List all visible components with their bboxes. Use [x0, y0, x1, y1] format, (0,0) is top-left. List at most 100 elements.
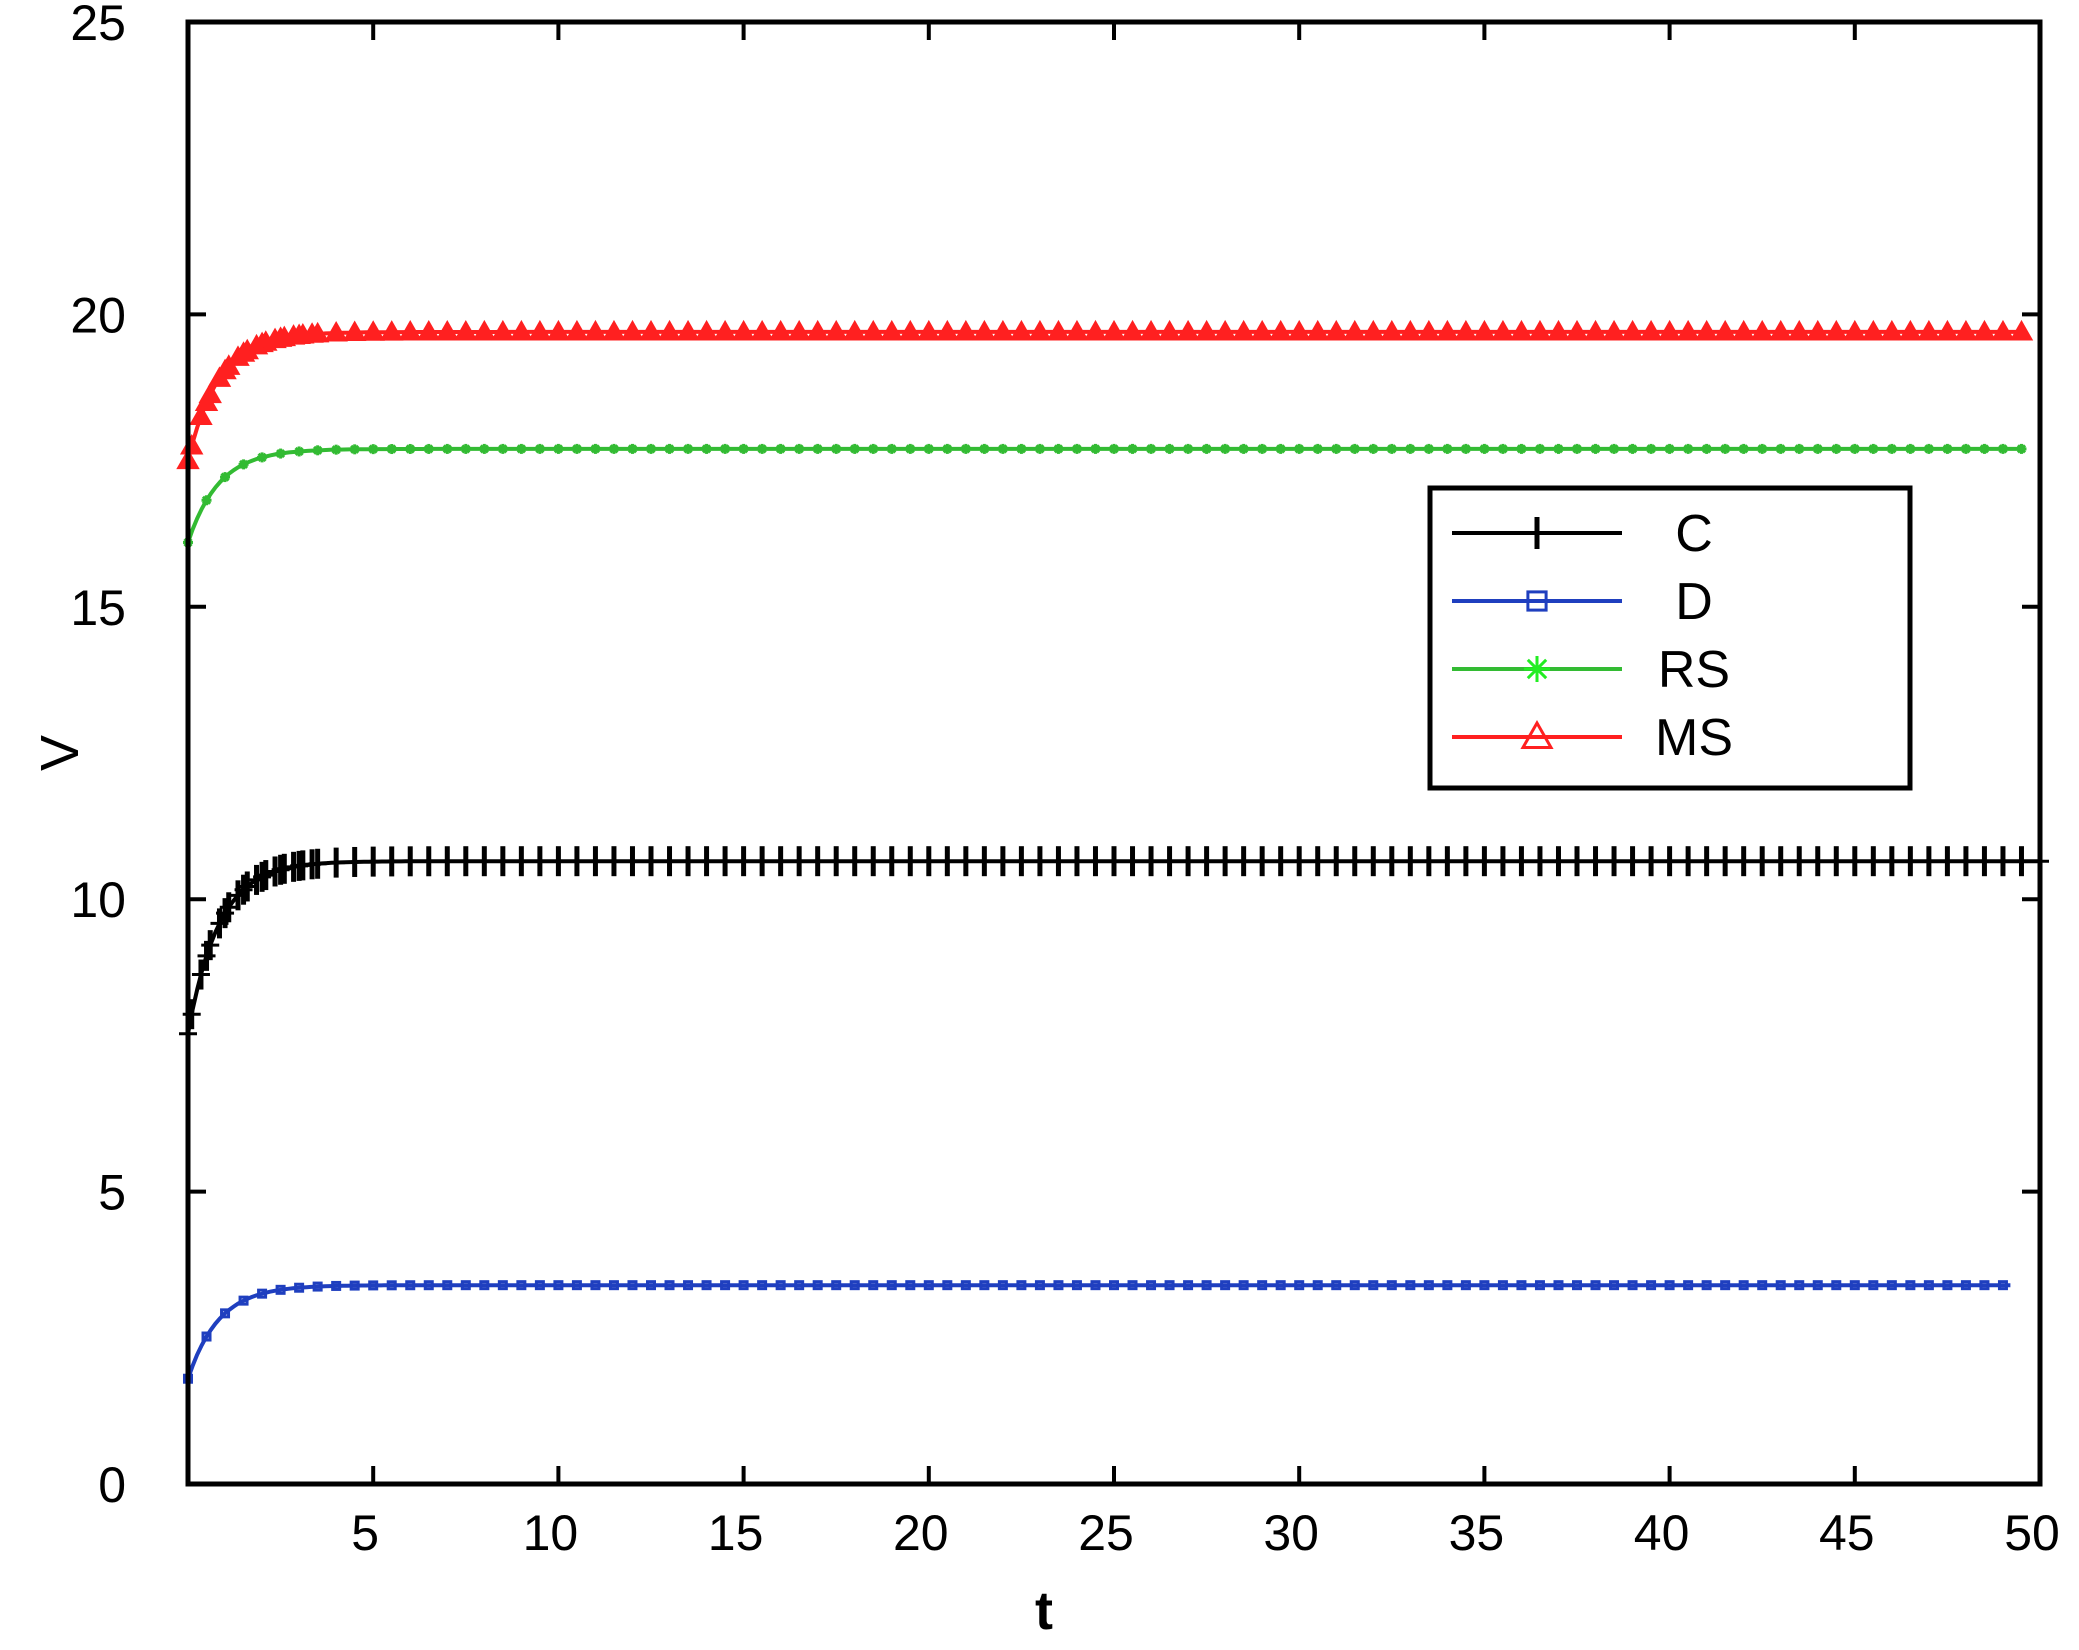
data-point — [1697, 846, 1716, 877]
data-point — [220, 1308, 231, 1319]
data-point — [713, 319, 737, 341]
data-point — [1491, 319, 1515, 341]
data-point — [1090, 1280, 1101, 1291]
data-point — [734, 846, 753, 877]
data-point — [1380, 319, 1404, 341]
legend-label: D — [1675, 573, 1713, 631]
x-tick-label: 45 — [1819, 1505, 1875, 1561]
data-point — [1683, 443, 1694, 454]
data-point — [509, 319, 534, 341]
data-point — [275, 853, 294, 884]
data-point — [701, 1280, 712, 1291]
data-point — [1271, 846, 1290, 877]
data-point — [460, 1280, 471, 1291]
data-point — [1530, 846, 1549, 877]
data-point — [646, 443, 656, 454]
data-point — [1956, 846, 1975, 877]
data-point — [417, 319, 441, 341]
data-point — [1923, 443, 1934, 454]
data-point — [1623, 846, 1642, 877]
data-point — [331, 444, 342, 455]
data-point — [775, 1280, 786, 1291]
data-point — [1046, 319, 1071, 341]
data-point — [1972, 319, 1997, 341]
data-point — [327, 847, 346, 878]
data-point — [553, 1280, 564, 1291]
series-c — [179, 846, 2049, 1049]
data-point — [1405, 1280, 1416, 1291]
data-point — [1664, 1280, 1675, 1291]
data-point — [956, 846, 975, 877]
data-point — [1720, 443, 1731, 454]
data-point — [1731, 319, 1756, 341]
data-point — [1268, 319, 1293, 341]
data-point — [1308, 846, 1327, 877]
legend-marker — [1520, 719, 1554, 749]
data-point — [565, 319, 589, 341]
data-point — [349, 1280, 360, 1291]
data-point — [882, 846, 901, 877]
legend-label: C — [1675, 505, 1713, 563]
data-point — [1868, 443, 1879, 454]
data-point — [901, 846, 920, 877]
data-point — [1843, 319, 1867, 341]
data-point — [1720, 1280, 1731, 1291]
data-point — [1549, 846, 1568, 877]
data-point — [787, 319, 811, 341]
x-tick-label: 50 — [2004, 1505, 2060, 1561]
data-point — [646, 1280, 656, 1291]
data-point — [1676, 319, 1700, 341]
data-point — [1331, 1280, 1342, 1291]
data-point — [1960, 1280, 1971, 1291]
data-point — [1886, 443, 1897, 454]
data-point — [1257, 443, 1268, 454]
data-point — [1831, 443, 1842, 454]
data-point — [442, 1280, 453, 1291]
data-point — [300, 322, 324, 343]
data-point — [757, 443, 768, 454]
data-point — [1220, 1280, 1231, 1291]
data-point — [812, 1280, 823, 1291]
data-point — [1849, 1280, 1860, 1291]
data-point — [1979, 443, 1990, 454]
data-point — [627, 1280, 638, 1291]
data-point — [456, 846, 475, 877]
data-point — [831, 443, 842, 454]
data-point — [1183, 443, 1194, 454]
data-point — [861, 319, 885, 341]
data-point — [345, 846, 364, 877]
data-point — [479, 1280, 490, 1291]
data-point — [1102, 319, 1126, 341]
data-point — [753, 846, 772, 877]
data-point — [220, 472, 231, 483]
data-point — [324, 320, 348, 342]
data-point — [660, 846, 679, 877]
data-point — [1534, 443, 1545, 454]
data-point — [590, 443, 601, 454]
data-point — [1572, 1280, 1582, 1291]
data-point — [1009, 319, 1034, 341]
data-point — [697, 846, 716, 877]
data-point — [935, 319, 960, 341]
data-point — [1975, 846, 1994, 877]
data-point — [923, 443, 934, 454]
data-point — [1419, 846, 1438, 877]
data-point — [1497, 1280, 1508, 1291]
data-point — [1071, 443, 1082, 454]
data-point — [198, 382, 222, 404]
data-point — [664, 1280, 675, 1291]
data-point — [1016, 443, 1027, 454]
data-point — [1497, 443, 1508, 454]
legend-item-c: C — [1452, 505, 1713, 563]
data-point — [694, 319, 719, 341]
data-point — [1771, 846, 1790, 877]
data-point — [972, 319, 997, 341]
data-point — [294, 1282, 305, 1293]
data-point — [1127, 1280, 1138, 1291]
data-point — [1646, 443, 1657, 454]
data-point — [898, 319, 923, 341]
data-point — [960, 443, 971, 454]
data-point — [1343, 319, 1367, 341]
data-point — [1997, 1280, 2008, 1291]
data-point — [1935, 319, 1960, 341]
